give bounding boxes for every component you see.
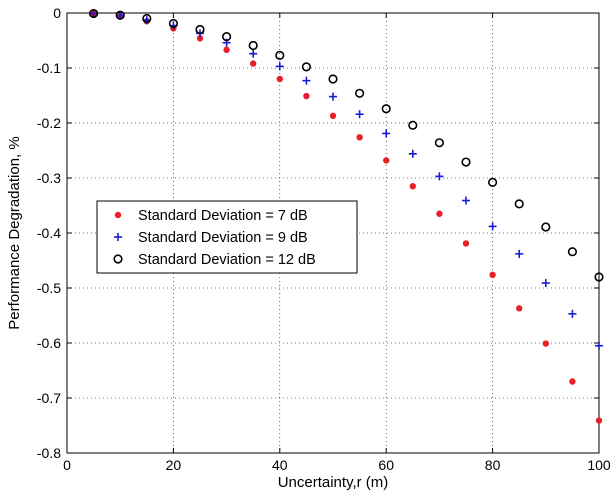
data-point [142, 13, 152, 24]
data-point [196, 35, 204, 42]
data-point [355, 110, 364, 119]
data-point [168, 18, 178, 29]
data-point [89, 9, 98, 18]
data-point [489, 271, 496, 278]
y-tick-label: -0.6 [37, 335, 61, 351]
y-tick-label: 0 [53, 5, 61, 21]
data-point [408, 149, 417, 158]
x-tick-label: 40 [272, 457, 288, 473]
data-point [195, 24, 205, 35]
data-point [303, 92, 310, 100]
data-point [514, 199, 524, 209]
data-point [515, 249, 524, 258]
data-point [301, 62, 312, 72]
legend-label: Standard Deviation = 12 dB [138, 252, 316, 268]
data-point [595, 341, 603, 350]
data-point [249, 49, 258, 58]
data-point [408, 120, 418, 130]
data-point [541, 222, 551, 232]
data-point [461, 157, 471, 167]
series-3 [88, 8, 604, 282]
series-1 [90, 10, 603, 424]
data-point [595, 417, 603, 424]
data-point [436, 210, 443, 217]
data-point [222, 32, 232, 42]
data-point [329, 92, 337, 101]
legend-marker [114, 233, 122, 241]
data-point [488, 177, 498, 187]
data-point [594, 272, 604, 282]
legend-label: Standard Deviation = 9 dB [138, 230, 308, 246]
data-series [88, 8, 604, 424]
data-point [329, 112, 337, 120]
data-point [516, 305, 523, 312]
data-point [383, 157, 390, 164]
data-point [250, 60, 257, 67]
y-tick-label: -0.3 [37, 170, 61, 186]
data-point [381, 104, 391, 114]
x-axis-title: Uncertainty,r (m) [278, 474, 389, 491]
y-axis-title: Performance Degradation, % [6, 136, 23, 329]
x-tick-label: 60 [378, 457, 394, 473]
data-point [382, 129, 391, 138]
data-point [248, 40, 258, 51]
data-point [115, 10, 125, 20]
data-point [567, 247, 578, 257]
data-point [276, 75, 283, 83]
y-tick-label: -0.7 [37, 390, 61, 406]
legend-label: Standard Deviation = 7 dB [138, 208, 308, 224]
data-point [568, 309, 577, 318]
legend: Standard Deviation = 7 dB Standard Deviat… [96, 200, 358, 274]
x-tick-label: 80 [485, 457, 501, 473]
y-tick-label: -0.1 [37, 60, 61, 76]
data-point [275, 50, 285, 60]
data-point [328, 74, 338, 84]
data-point [434, 138, 445, 148]
legend-box [96, 200, 358, 274]
data-point [356, 134, 363, 141]
data-point [569, 378, 576, 385]
data-point [435, 172, 444, 181]
data-point [462, 196, 470, 205]
y-tick-label: -0.8 [37, 445, 61, 461]
y-tick-label: -0.4 [37, 225, 61, 241]
data-point [302, 76, 311, 85]
data-point [462, 240, 470, 247]
legend-marker [114, 211, 122, 219]
data-point [88, 8, 99, 19]
x-tick-label: 20 [166, 457, 182, 473]
data-point [542, 340, 549, 347]
data-point [355, 88, 365, 98]
axis-ticks: 0 20 40 60 80 100 0 -0.1 -0.2 -0.3 -0.4 -0.5 -0.6 -0.… [37, 5, 611, 473]
data-point [541, 279, 550, 288]
data-point [275, 62, 284, 71]
x-tick-label: 100 [587, 457, 611, 473]
y-tick-label: -0.5 [37, 280, 61, 296]
data-point [409, 183, 416, 190]
y-tick-label: -0.2 [37, 115, 61, 131]
legend-marker [113, 254, 123, 264]
data-point [223, 46, 230, 54]
data-point [488, 222, 497, 231]
x-tick-label: 0 [63, 457, 71, 473]
